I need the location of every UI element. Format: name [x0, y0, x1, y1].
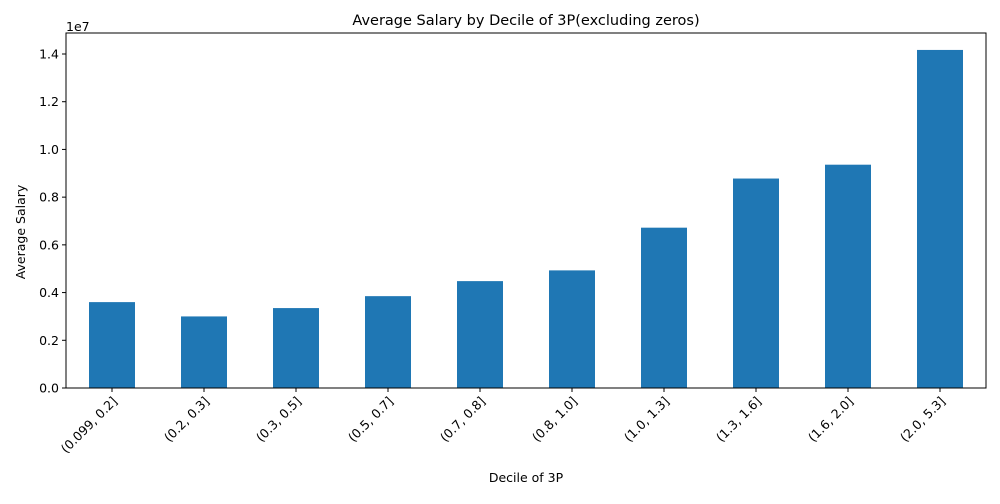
bar-2 [273, 308, 319, 388]
y-tick-label-7: 1.4 [39, 46, 59, 61]
y-tick-label-2: 0.4 [39, 285, 59, 300]
x-tick-label-5: (0.8, 1.0] [529, 394, 580, 445]
x-axis-label: Decile of 3P [489, 470, 564, 485]
bar-0 [89, 302, 135, 388]
plot-frame [65, 32, 987, 389]
y-tick-label-5: 1.0 [39, 142, 59, 157]
x-tick-label-4: (0.7, 0.8] [437, 394, 488, 445]
y-scale-label: 1e7 [66, 19, 90, 34]
bar-6 [641, 227, 687, 388]
bar-8 [825, 164, 871, 388]
y-tick-label-1: 0.2 [39, 333, 59, 348]
bars-group [89, 49, 963, 388]
bar-5 [549, 270, 595, 388]
y-tick-label-3: 0.6 [39, 237, 59, 252]
y-tick-label-0: 0.0 [39, 381, 59, 396]
y-ticks-group: 0.0 0.2 0.4 0.6 0.8 1.0 1.2 1.4 [39, 46, 66, 396]
x-tick-label-6: (1.0, 1.3] [621, 394, 672, 445]
bar-9 [917, 49, 963, 388]
bar-4 [457, 281, 503, 388]
x-tick-label-9: (2.0, 5.3] [897, 394, 948, 445]
x-tick-label-7: (1.3, 1.6] [713, 394, 764, 445]
x-tick-label-3: (0.5, 0.7] [345, 394, 396, 445]
bar-7 [733, 178, 779, 388]
bar-3 [365, 296, 411, 388]
x-tick-label-0: (0.099, 0.2] [58, 394, 120, 456]
x-tick-label-2: (0.3, 0.5] [253, 394, 304, 445]
x-ticks-group: (0.099, 0.2] (0.2, 0.3] (0.3, 0.5] (0.5, 0.… [58, 388, 948, 456]
y-axis-label: Average Salary [13, 184, 28, 279]
y-tick-label-4: 0.8 [39, 190, 59, 205]
y-tick-label-6: 1.2 [39, 94, 59, 109]
bar-1 [181, 316, 227, 388]
x-tick-label-8: (1.6, 2.0] [805, 394, 856, 445]
chart-title: Average Salary by Decile of 3P(excluding… [352, 13, 699, 29]
axes-frame [65, 32, 987, 389]
x-tick-label-1: (0.2, 0.3] [161, 394, 212, 445]
